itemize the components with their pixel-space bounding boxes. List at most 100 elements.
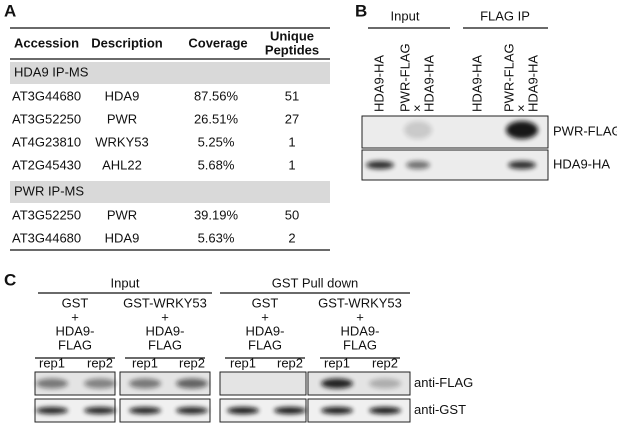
rep-label: rep1 xyxy=(132,355,158,370)
section-title: HDA9 IP-MS xyxy=(14,64,89,79)
blot-band xyxy=(129,407,161,414)
blot-band xyxy=(176,407,208,414)
table-cell: 5.68% xyxy=(198,157,235,172)
table-cell: AHL22 xyxy=(102,157,142,172)
sample-label: HDA9- xyxy=(145,323,184,338)
column-header: Accession xyxy=(14,35,79,50)
column-header: Coverage xyxy=(188,35,247,50)
blot-label: HDA9-HA xyxy=(553,156,610,171)
blot-band xyxy=(84,407,116,414)
group-label: FLAG IP xyxy=(480,8,530,23)
blot xyxy=(219,371,307,396)
blot-band xyxy=(274,407,306,414)
blot-label: PWR-FLAG xyxy=(553,123,617,138)
sample-label: GST xyxy=(62,295,89,310)
lane-label: HDA9-HA xyxy=(525,55,540,112)
lane-label: PWR-FLAG xyxy=(501,43,516,112)
sample-label: GST-WRKY53 xyxy=(318,295,402,310)
section-title: PWR IP-MS xyxy=(14,183,84,198)
table-cell: 2 xyxy=(288,230,295,245)
sample-label: FLAG xyxy=(58,337,92,352)
blot-band xyxy=(321,407,353,414)
table-cell: WRKY53 xyxy=(95,134,148,149)
rep-label: rep2 xyxy=(372,355,398,370)
content: Accession Description Coverage UniquePeptid… xyxy=(10,8,617,423)
blot xyxy=(119,371,211,396)
table-cell: 26.51% xyxy=(194,111,239,126)
table-cell: AT3G44680 xyxy=(12,230,81,245)
group-label: GST Pull down xyxy=(272,275,358,290)
panel-label: A xyxy=(4,1,16,20)
sample-label: HDA9- xyxy=(55,323,94,338)
sample-label: FLAG xyxy=(248,337,282,352)
sample-label: HDA9- xyxy=(340,323,379,338)
sample-label: + xyxy=(71,309,79,324)
blot-band xyxy=(84,378,116,389)
column-header: Description xyxy=(91,35,163,50)
lane-label: PWR-FLAG xyxy=(397,43,412,112)
blot-band xyxy=(129,378,161,389)
table-cell: 5.63% xyxy=(198,230,235,245)
blot-band xyxy=(321,378,353,389)
table-cell: 39.19% xyxy=(194,207,239,222)
blot xyxy=(119,398,211,423)
column-header: Peptides xyxy=(265,42,319,57)
blot-band xyxy=(227,407,259,414)
table-cell: 27 xyxy=(285,111,299,126)
table-cell: 51 xyxy=(285,88,299,103)
blot-label: anti-FLAG xyxy=(414,375,473,390)
section-band xyxy=(10,62,330,84)
table-cell: 87.56% xyxy=(194,88,239,103)
group-label: Input xyxy=(111,275,140,290)
sample-label: + xyxy=(161,309,169,324)
section-band xyxy=(10,181,330,203)
sample-label: FLAG xyxy=(148,337,182,352)
panel-label: C xyxy=(4,270,16,289)
sample-label: + xyxy=(356,309,364,324)
rep-label: rep1 xyxy=(39,355,65,370)
lane-label: HDA9-HA xyxy=(421,55,436,112)
blot-band xyxy=(176,378,208,389)
lane-label: HDA9-HA xyxy=(469,55,484,112)
table-cell: HDA9 xyxy=(105,88,140,103)
table-cell: 50 xyxy=(285,207,299,222)
table-cell: HDA9 xyxy=(105,230,140,245)
lane-label: HDA9-HA xyxy=(371,55,386,112)
blot-band xyxy=(508,161,536,169)
table-cell: PWR xyxy=(107,111,137,126)
rep-label: rep1 xyxy=(230,355,256,370)
blot-band xyxy=(404,121,432,139)
blot-band xyxy=(406,161,430,169)
rep-label: rep1 xyxy=(324,355,350,370)
blot-band xyxy=(506,121,538,139)
table-cell: AT3G44680 xyxy=(12,88,81,103)
group-label: Input xyxy=(391,8,420,23)
table-cell: 5.25% xyxy=(198,134,235,149)
table-cell: AT2G45430 xyxy=(12,157,81,172)
sample-label: GST xyxy=(252,295,279,310)
sample-label: + xyxy=(261,309,269,324)
lane-label: × xyxy=(513,104,528,112)
table-cell: AT4G23810 xyxy=(12,134,81,149)
blot-band xyxy=(36,378,68,389)
table-cell: AT3G52250 xyxy=(12,207,81,222)
rep-label: rep2 xyxy=(277,355,303,370)
table-cell: PWR xyxy=(107,207,137,222)
blot-band xyxy=(36,407,68,414)
panel-label: B xyxy=(355,1,367,20)
rep-label: rep2 xyxy=(87,355,113,370)
blot-band xyxy=(366,161,394,169)
sample-label: GST-WRKY53 xyxy=(123,295,207,310)
rep-label: rep2 xyxy=(179,355,205,370)
blot-band xyxy=(369,378,401,389)
blot-band xyxy=(369,407,401,414)
blot xyxy=(307,398,411,423)
blot-label: anti-GST xyxy=(414,402,466,417)
table-cell: 1 xyxy=(288,134,295,149)
table-cell: AT3G52250 xyxy=(12,111,81,126)
column-header: Unique xyxy=(270,28,314,43)
sample-label: HDA9- xyxy=(245,323,284,338)
lane-label: × xyxy=(409,104,424,112)
blot xyxy=(307,371,411,396)
